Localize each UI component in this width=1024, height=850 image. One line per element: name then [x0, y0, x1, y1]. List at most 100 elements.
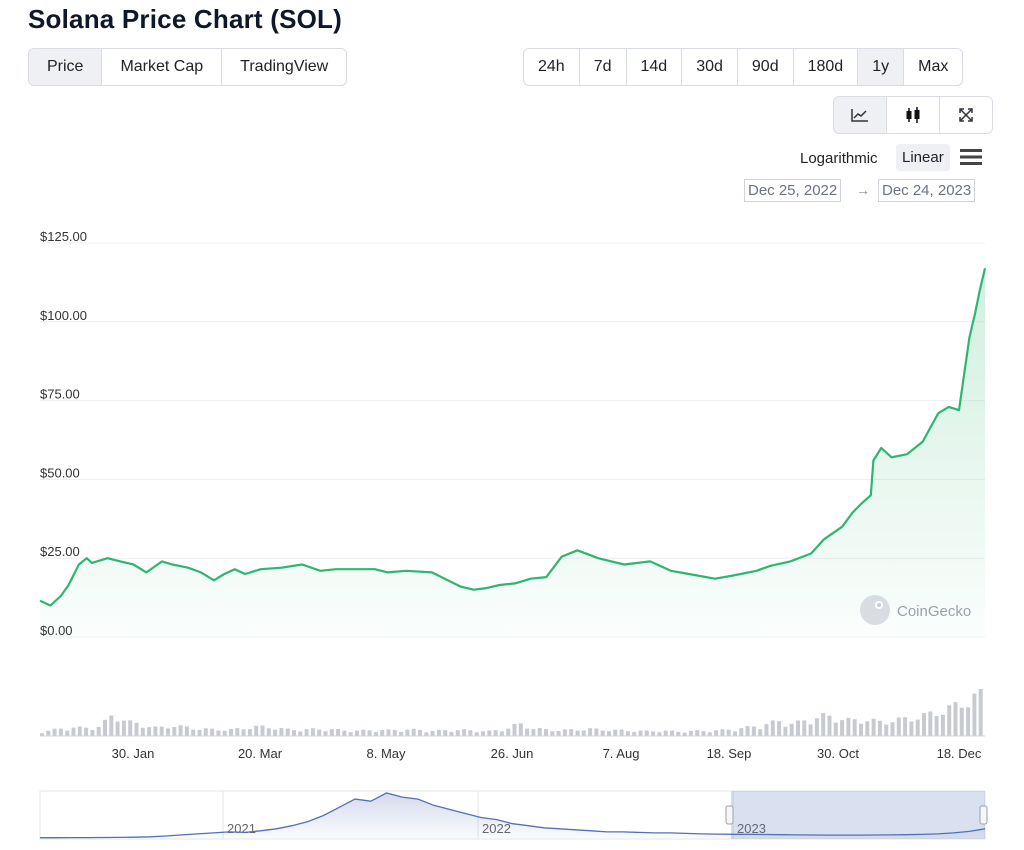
volume-bar: [890, 722, 895, 736]
volume-bar: [134, 722, 139, 736]
candlestick-icon: [906, 107, 920, 123]
volume-bar: [159, 726, 164, 736]
volume-bar: [707, 732, 712, 736]
volume-bar: [191, 729, 196, 736]
price-series-line[interactable]: [39, 267, 987, 607]
volume-bar: [871, 718, 876, 736]
volume-bar: [720, 729, 725, 736]
volume-bar: [310, 728, 315, 736]
volume-bar: [455, 730, 460, 736]
volume-bar: [392, 729, 397, 736]
volume-bar: [65, 730, 70, 736]
volume-bar: [147, 727, 152, 736]
volume-bar: [77, 726, 82, 736]
volume-bar: [745, 726, 750, 736]
volume-bar: [909, 721, 914, 736]
line-chart-button[interactable]: [834, 97, 887, 133]
volume-bar: [739, 728, 744, 736]
scale-logarithmic[interactable]: Logarithmic: [800, 150, 878, 167]
volume-bar: [959, 707, 964, 736]
volume-bar: [644, 730, 649, 736]
tab-tradingview[interactable]: TradingView: [240, 58, 329, 75]
range-tabs: 24h 7d 14d 30d 90d 180d 1y Max: [523, 48, 964, 86]
volume-bar: [688, 731, 693, 736]
volume-bar: [632, 731, 637, 736]
volume-bar: [336, 729, 341, 736]
volume-bar: [796, 720, 800, 736]
volume-bar: [619, 729, 624, 736]
volume-bar: [317, 729, 322, 736]
volume-bar: [58, 728, 63, 736]
volume-bar: [266, 728, 271, 736]
volume-bar: [525, 728, 530, 736]
volume-bar: [254, 725, 259, 736]
volume-bar: [323, 731, 328, 736]
volume-bar: [562, 729, 567, 736]
date-to-input[interactable]: Dec 24, 2023: [878, 179, 976, 202]
navigator-line: [40, 792, 986, 839]
volume-bar: [928, 711, 933, 736]
range-14d[interactable]: 14d: [627, 49, 683, 85]
volume-bar: [663, 730, 668, 736]
volume-bar: [260, 725, 265, 736]
range-30d[interactable]: 30d: [682, 49, 738, 85]
volume-bar: [733, 731, 737, 736]
volume-bar: [203, 728, 208, 736]
volume-bar: [506, 728, 511, 736]
volume-bar: [537, 728, 542, 736]
volume-bar: [115, 721, 120, 736]
volume-bar: [329, 729, 334, 736]
volume-bar: [361, 729, 366, 736]
navigator[interactable]: 202120222023: [39, 790, 988, 840]
volume-bar: [827, 715, 832, 736]
volume-bar: [714, 730, 719, 736]
volume-bar: [865, 721, 870, 736]
x-tick-label: 18. Dec: [937, 746, 982, 761]
y-tick-label: $125.00: [40, 229, 87, 244]
volume-bar: [348, 732, 353, 736]
volume-bar: [915, 719, 920, 736]
volume-bar: [474, 732, 479, 736]
range-max[interactable]: Max: [918, 58, 949, 75]
range-7d[interactable]: 7d: [580, 49, 627, 85]
volume-bar: [229, 729, 233, 736]
range-1y[interactable]: 1y: [858, 49, 905, 85]
volume-bar: [166, 728, 170, 736]
navigator-right-handle[interactable]: [979, 805, 988, 825]
volume-bar: [758, 729, 763, 736]
volume-bar: [947, 705, 952, 736]
fullscreen-button[interactable]: [940, 97, 992, 133]
volume-bar: [600, 730, 605, 736]
volume-bar: [216, 730, 221, 736]
navigator-left-handle[interactable]: [725, 805, 734, 825]
volume-bar: [940, 714, 945, 736]
volume-bar: [884, 724, 889, 736]
navigator-year-label: 2023: [737, 821, 766, 836]
x-tick-label: 20. Mar: [238, 746, 283, 761]
x-tick-label: 18. Sep: [707, 746, 752, 761]
candlestick-button[interactable]: [887, 97, 940, 133]
range-90d[interactable]: 90d: [738, 49, 794, 85]
x-tick-label: 8. May: [366, 746, 406, 761]
volume-bar: [588, 728, 593, 736]
tab-price[interactable]: Price: [29, 49, 103, 85]
tab-market-cap[interactable]: Market Cap: [102, 49, 223, 85]
volume-bar: [512, 723, 517, 736]
volume-bar: [777, 721, 782, 736]
volume-bar: [808, 724, 813, 736]
volume-bar: [121, 720, 126, 736]
range-24h[interactable]: 24h: [524, 49, 580, 85]
navigator-selection[interactable]: [731, 791, 985, 839]
date-from-input[interactable]: Dec 25, 2022: [744, 179, 842, 202]
x-tick-label: 30. Oct: [817, 746, 859, 761]
range-180d[interactable]: 180d: [794, 49, 859, 85]
x-tick-label: 7. Aug: [603, 746, 640, 761]
volume-bar: [487, 730, 492, 736]
menu-icon[interactable]: [960, 149, 982, 165]
scale-linear[interactable]: Linear: [896, 144, 950, 171]
volume-bar: [399, 731, 404, 736]
volume-bar: [386, 729, 391, 736]
volume-bar: [197, 729, 202, 736]
volume-bar: [581, 730, 586, 736]
